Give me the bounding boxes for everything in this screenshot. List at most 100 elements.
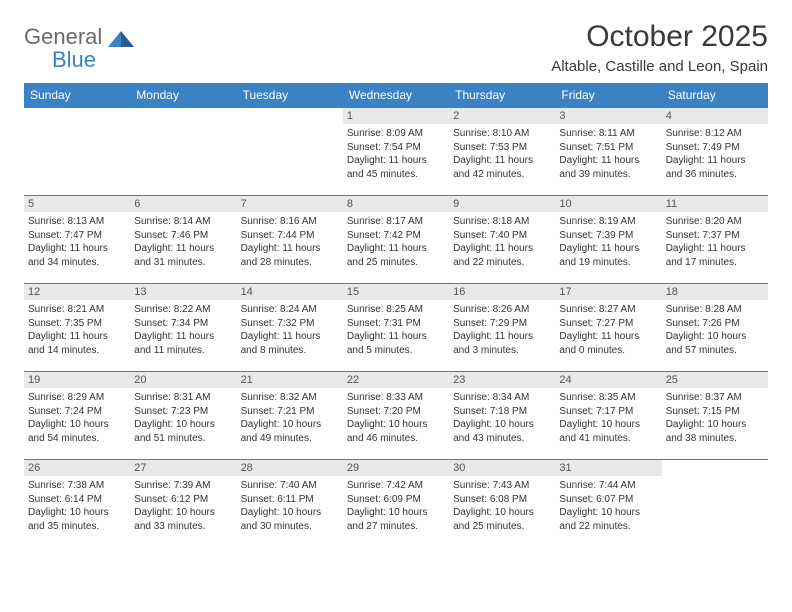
calendar-cell: 23Sunrise: 8:34 AMSunset: 7:18 PMDayligh… (449, 372, 555, 460)
day-details: Sunrise: 7:43 AMSunset: 6:08 PMDaylight:… (453, 479, 551, 533)
calendar-cell: 9 Sunrise: 8:18 AMSunset: 7:40 PMDaylight… (449, 196, 555, 284)
day-number: 22 (343, 372, 449, 388)
day-number: 1 (343, 108, 449, 124)
day-details: Sunrise: 8:13 AMSunset: 7:47 PMDaylight:… (28, 215, 126, 269)
day-number: 12 (24, 284, 130, 300)
calendar-cell: 28Sunrise: 7:40 AMSunset: 6:11 PMDayligh… (237, 460, 343, 548)
calendar-cell (130, 108, 236, 196)
calendar-cell: 13 Sunrise: 8:22 AMSunset: 7:34 PMDayligh… (130, 284, 236, 372)
logo-text-blue: Blue (52, 47, 96, 72)
day-details: Sunrise: 8:14 AMSunset: 7:46 PMDaylight:… (134, 215, 232, 269)
calendar-row: 1 Sunrise: 8:09 AMSunset: 7:54 PMDaylight… (24, 108, 768, 196)
weekday-tuesday: Tuesday (237, 83, 343, 108)
day-number: 25 (662, 372, 768, 388)
calendar-cell: 31 Sunrise: 7:44 AMSunset: 6:07 PMDayligh… (555, 460, 661, 548)
calendar-cell: 24Sunrise: 8:35 AMSunset: 7:17 PMDayligh… (555, 372, 661, 460)
calendar-cell (662, 460, 768, 548)
day-number: 31 (555, 460, 661, 476)
day-number: 27 (130, 460, 236, 476)
day-number: 21 (237, 372, 343, 388)
day-details: Sunrise: 8:25 AMSunset: 7:31 PMDaylight:… (347, 303, 445, 357)
day-details: Sunrise: 8:20 AMSunset: 7:37 PMDaylight:… (666, 215, 764, 269)
calendar-row: 26Sunrise: 7:38 AMSunset: 6:14 PMDayligh… (24, 460, 768, 548)
day-number: 6 (130, 196, 236, 212)
day-number: 20 (130, 372, 236, 388)
calendar-row: 12 Sunrise: 8:21 AMSunset: 7:35 PMDayligh… (24, 284, 768, 372)
day-number: 11 (662, 196, 768, 212)
calendar-cell: 11 Sunrise: 8:20 AMSunset: 7:37 PMDayligh… (662, 196, 768, 284)
calendar-cell: 14 Sunrise: 8:24 AMSunset: 7:32 PMDayligh… (237, 284, 343, 372)
day-number: 7 (237, 196, 343, 212)
day-details: Sunrise: 7:44 AMSunset: 6:07 PMDaylight:… (559, 479, 657, 533)
weekday-monday: Monday (130, 83, 236, 108)
calendar-cell: 21 Sunrise: 8:32 AMSunset: 7:21 PMDayligh… (237, 372, 343, 460)
day-number: 3 (555, 108, 661, 124)
day-details: Sunrise: 8:34 AMSunset: 7:18 PMDaylight:… (453, 391, 551, 445)
calendar-cell: 12 Sunrise: 8:21 AMSunset: 7:35 PMDayligh… (24, 284, 130, 372)
day-details: Sunrise: 8:32 AMSunset: 7:21 PMDaylight:… (241, 391, 339, 445)
calendar-cell: 3 Sunrise: 8:11 AMSunset: 7:51 PMDaylight… (555, 108, 661, 196)
day-number: 18 (662, 284, 768, 300)
day-number: 5 (24, 196, 130, 212)
logo: General Blue (24, 20, 134, 72)
calendar-row: 19Sunrise: 8:29 AMSunset: 7:24 PMDayligh… (24, 372, 768, 460)
location-text: Altable, Castille and Leon, Spain (551, 58, 768, 75)
weekday-friday: Friday (555, 83, 661, 108)
calendar-cell: 2 Sunrise: 8:10 AMSunset: 7:53 PMDaylight… (449, 108, 555, 196)
day-details: Sunrise: 7:40 AMSunset: 6:11 PMDaylight:… (241, 479, 339, 533)
logo-triangle-icon (108, 29, 134, 52)
weekday-header-row: Sunday Monday Tuesday Wednesday Thursday… (24, 83, 768, 108)
calendar-cell (24, 108, 130, 196)
calendar-cell: 10Sunrise: 8:19 AMSunset: 7:39 PMDayligh… (555, 196, 661, 284)
month-title: October 2025 (551, 20, 768, 54)
day-number: 2 (449, 108, 555, 124)
day-details: Sunrise: 8:27 AMSunset: 7:27 PMDaylight:… (559, 303, 657, 357)
calendar-cell: 30 Sunrise: 7:43 AMSunset: 6:08 PMDayligh… (449, 460, 555, 548)
day-details: Sunrise: 8:29 AMSunset: 7:24 PMDaylight:… (28, 391, 126, 445)
weekday-sunday: Sunday (24, 83, 130, 108)
calendar-cell: 16 Sunrise: 8:26 AMSunset: 7:29 PMDayligh… (449, 284, 555, 372)
day-details: Sunrise: 8:18 AMSunset: 7:40 PMDaylight:… (453, 215, 551, 269)
calendar-cell: 8Sunrise: 8:17 AMSunset: 7:42 PMDaylight… (343, 196, 449, 284)
day-details: Sunrise: 8:28 AMSunset: 7:26 PMDaylight:… (666, 303, 764, 357)
day-number: 9 (449, 196, 555, 212)
day-details: Sunrise: 8:33 AMSunset: 7:20 PMDaylight:… (347, 391, 445, 445)
day-number: 14 (237, 284, 343, 300)
calendar-cell (237, 108, 343, 196)
day-details: Sunrise: 7:42 AMSunset: 6:09 PMDaylight:… (347, 479, 445, 533)
day-details: Sunrise: 8:35 AMSunset: 7:17 PMDaylight:… (559, 391, 657, 445)
title-block: October 2025 Altable, Castille and Leon,… (551, 20, 768, 75)
calendar-cell: 1 Sunrise: 8:09 AMSunset: 7:54 PMDaylight… (343, 108, 449, 196)
day-details: Sunrise: 8:10 AMSunset: 7:53 PMDaylight:… (453, 127, 551, 181)
calendar-table: Sunday Monday Tuesday Wednesday Thursday… (24, 83, 768, 548)
calendar-row: 5 Sunrise: 8:13 AMSunset: 7:47 PMDaylight… (24, 196, 768, 284)
calendar-cell: 6 Sunrise: 8:14 AMSunset: 7:46 PMDaylight… (130, 196, 236, 284)
weekday-wednesday: Wednesday (343, 83, 449, 108)
calendar-cell: 25 Sunrise: 8:37 AMSunset: 7:15 PMDayligh… (662, 372, 768, 460)
weekday-thursday: Thursday (449, 83, 555, 108)
calendar-cell: 5 Sunrise: 8:13 AMSunset: 7:47 PMDaylight… (24, 196, 130, 284)
calendar-cell: 4Sunrise: 8:12 AMSunset: 7:49 PMDaylight… (662, 108, 768, 196)
day-number: 16 (449, 284, 555, 300)
calendar-cell: 15 Sunrise: 8:25 AMSunset: 7:31 PMDayligh… (343, 284, 449, 372)
day-details: Sunrise: 8:26 AMSunset: 7:29 PMDaylight:… (453, 303, 551, 357)
header: General Blue October 2025 Altable, Casti… (24, 20, 768, 75)
day-number: 26 (24, 460, 130, 476)
day-number: 29 (343, 460, 449, 476)
calendar-cell: 26Sunrise: 7:38 AMSunset: 6:14 PMDayligh… (24, 460, 130, 548)
calendar-cell: 7Sunrise: 8:16 AMSunset: 7:44 PMDaylight… (237, 196, 343, 284)
logo-text-general: General (24, 24, 102, 49)
day-details: Sunrise: 8:12 AMSunset: 7:49 PMDaylight:… (666, 127, 764, 181)
day-details: Sunrise: 8:37 AMSunset: 7:15 PMDaylight:… (666, 391, 764, 445)
day-details: Sunrise: 8:11 AMSunset: 7:51 PMDaylight:… (559, 127, 657, 181)
day-details: Sunrise: 8:09 AMSunset: 7:54 PMDaylight:… (347, 127, 445, 181)
calendar-cell: 17 Sunrise: 8:27 AMSunset: 7:27 PMDayligh… (555, 284, 661, 372)
day-details: Sunrise: 8:24 AMSunset: 7:32 PMDaylight:… (241, 303, 339, 357)
day-details: Sunrise: 8:22 AMSunset: 7:34 PMDaylight:… (134, 303, 232, 357)
calendar-cell: 20Sunrise: 8:31 AMSunset: 7:23 PMDayligh… (130, 372, 236, 460)
day-number: 13 (130, 284, 236, 300)
day-number: 30 (449, 460, 555, 476)
day-details: Sunrise: 8:21 AMSunset: 7:35 PMDaylight:… (28, 303, 126, 357)
day-number: 17 (555, 284, 661, 300)
day-number: 15 (343, 284, 449, 300)
